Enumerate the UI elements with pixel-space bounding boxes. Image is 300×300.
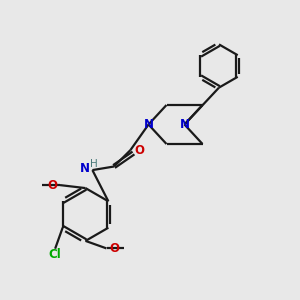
Text: N: N — [80, 162, 90, 175]
Text: Cl: Cl — [49, 248, 61, 261]
Text: O: O — [48, 178, 58, 192]
Text: O: O — [134, 144, 144, 157]
Text: O: O — [109, 242, 119, 255]
Text: H: H — [90, 159, 98, 169]
Text: N: N — [143, 118, 154, 131]
Text: N: N — [179, 118, 190, 131]
